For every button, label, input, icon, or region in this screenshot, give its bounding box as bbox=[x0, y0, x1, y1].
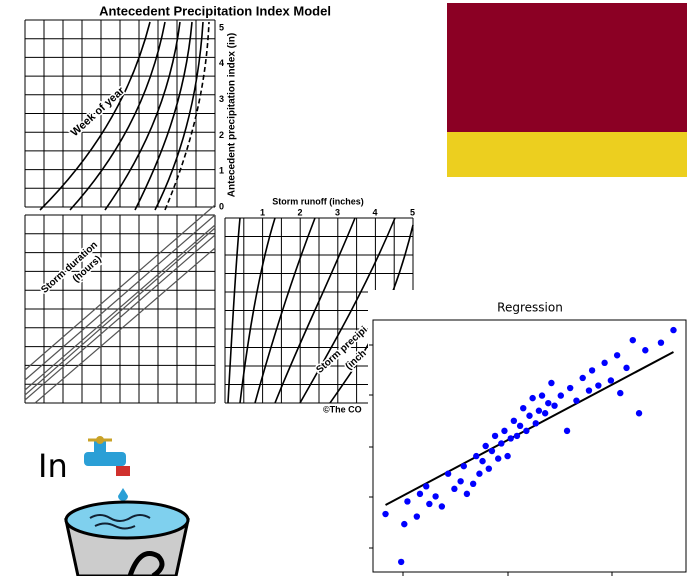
point bbox=[548, 379, 555, 387]
runoff-tick-label: 4 bbox=[372, 207, 377, 217]
point bbox=[473, 452, 480, 460]
point bbox=[382, 510, 389, 518]
regression-plot bbox=[382, 326, 677, 566]
point bbox=[501, 427, 508, 435]
index-tick-label: 5 bbox=[219, 22, 224, 32]
point bbox=[498, 440, 505, 447]
point bbox=[401, 520, 408, 528]
point bbox=[495, 455, 502, 462]
point bbox=[595, 382, 602, 389]
point bbox=[601, 359, 608, 367]
point bbox=[469, 480, 477, 487]
point bbox=[504, 452, 511, 460]
regression-ticks bbox=[369, 344, 613, 576]
runoff-tick-label: 1 bbox=[260, 207, 265, 217]
point bbox=[551, 402, 558, 409]
fit-line bbox=[385, 351, 674, 506]
point bbox=[535, 407, 543, 414]
point bbox=[491, 432, 499, 440]
point bbox=[432, 493, 439, 500]
point bbox=[451, 485, 458, 493]
index-axis-label: Antecedent precipitation index (in) bbox=[227, 33, 238, 197]
runoff-tick-label: 5 bbox=[410, 207, 415, 217]
point bbox=[529, 394, 536, 402]
api-grids bbox=[24, 19, 414, 404]
point bbox=[670, 326, 677, 334]
point bbox=[488, 447, 496, 455]
runoff-tick-label: 2 bbox=[297, 207, 302, 217]
point bbox=[579, 374, 586, 382]
point bbox=[476, 470, 483, 477]
point bbox=[623, 364, 630, 372]
point bbox=[588, 367, 596, 374]
point bbox=[404, 498, 411, 505]
point bbox=[444, 470, 452, 477]
runoff-axis-label: Storm runoff (inches) bbox=[272, 196, 364, 206]
point bbox=[510, 417, 518, 424]
point bbox=[642, 347, 649, 354]
point bbox=[566, 384, 574, 392]
flag-maroon bbox=[447, 3, 687, 132]
point bbox=[520, 405, 527, 412]
credit: ©The CO bbox=[323, 404, 362, 414]
flag-gold bbox=[447, 132, 687, 177]
point bbox=[532, 420, 539, 427]
point bbox=[413, 513, 421, 520]
point bbox=[463, 490, 471, 498]
point bbox=[485, 465, 493, 472]
point bbox=[523, 427, 530, 435]
point bbox=[573, 397, 580, 404]
point bbox=[617, 389, 624, 397]
bucket-icon bbox=[64, 436, 190, 579]
point bbox=[479, 457, 486, 465]
point bbox=[629, 336, 636, 344]
point bbox=[482, 442, 489, 450]
point bbox=[613, 352, 621, 359]
point bbox=[426, 500, 433, 508]
point bbox=[657, 339, 665, 346]
api-title: Antecedent Precipitation Index Model bbox=[99, 3, 331, 18]
week-label: Week of year bbox=[69, 84, 128, 139]
point bbox=[416, 490, 424, 498]
runoff-tick-label: 3 bbox=[335, 207, 340, 217]
regression-title: Regression bbox=[497, 301, 563, 315]
icon-label: In bbox=[38, 447, 68, 485]
point bbox=[460, 462, 467, 470]
point bbox=[607, 377, 615, 384]
point bbox=[526, 412, 533, 419]
index-tick-label: 0 bbox=[219, 201, 224, 211]
regression-axes bbox=[372, 319, 687, 573]
point bbox=[397, 558, 405, 566]
point bbox=[423, 483, 430, 490]
point bbox=[516, 422, 524, 430]
point bbox=[635, 410, 643, 417]
point bbox=[507, 435, 514, 442]
point bbox=[438, 503, 446, 510]
index-tick-label: 3 bbox=[219, 94, 224, 104]
point bbox=[545, 399, 552, 407]
index-tick-label: 1 bbox=[219, 166, 224, 176]
point bbox=[457, 478, 464, 485]
api-curves bbox=[24, 21, 414, 404]
point bbox=[563, 427, 571, 435]
index-tick-label: 4 bbox=[219, 58, 224, 68]
index-tick-label: 2 bbox=[219, 130, 224, 140]
point bbox=[557, 392, 564, 399]
point bbox=[541, 410, 549, 417]
point bbox=[538, 392, 546, 399]
point bbox=[585, 387, 593, 394]
point bbox=[513, 432, 521, 440]
